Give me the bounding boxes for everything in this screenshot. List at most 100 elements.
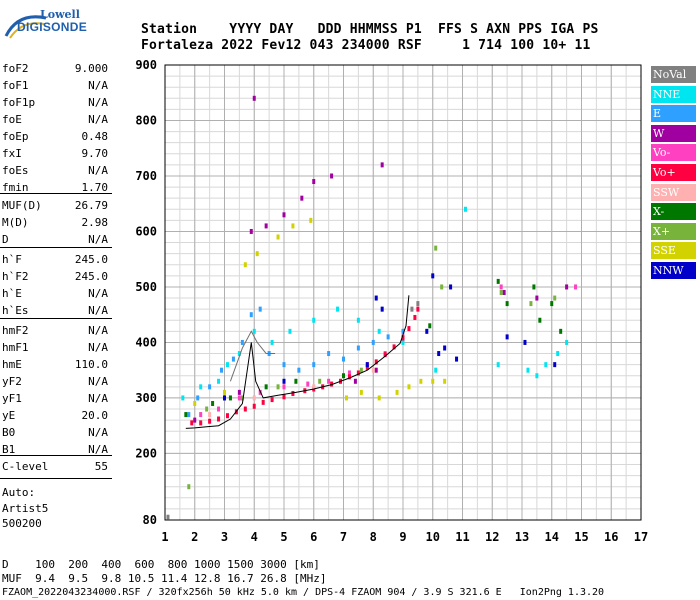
echo-point-sse	[431, 378, 435, 384]
echo-point-x-	[440, 284, 444, 290]
auto-version: 500200	[2, 517, 42, 530]
echo-point-nne	[526, 367, 530, 373]
echo-point-vo-	[401, 335, 405, 341]
echo-point-vo-	[347, 370, 351, 376]
x-tick-label: 4	[251, 530, 258, 544]
param-row-foe: foE N/A	[2, 113, 108, 130]
param-value: 9.70	[81, 147, 109, 160]
echo-point-x-	[276, 384, 280, 390]
footer-distance-line: D 100 200 400 600 800 1000 1500 3000 [km…	[2, 558, 320, 571]
echo-point-vo-	[252, 403, 256, 409]
plot-frame	[164, 64, 642, 521]
echo-point-vo-	[282, 384, 286, 390]
param-key: foEs	[2, 164, 29, 177]
echo-point-nnw	[523, 339, 527, 345]
echo-point-vo-	[261, 399, 265, 405]
echo-point-sse	[193, 400, 197, 406]
echo-point-e	[231, 356, 235, 362]
echo-point-nnw	[282, 378, 286, 384]
echo-point-vo-	[291, 390, 295, 396]
echo-point-vo-	[356, 370, 360, 376]
legend-item-noval: NoVal	[651, 66, 696, 83]
param-row-d: D N/A	[2, 233, 108, 250]
echo-point-x-	[228, 395, 232, 401]
x-tick-label: 7	[340, 530, 347, 544]
param-row-yf1: yF1 N/A	[2, 392, 108, 409]
legend-item-w: W	[651, 124, 696, 142]
echo-point-e	[386, 334, 390, 340]
param-value: 110.0	[74, 358, 108, 371]
echo-point-vo-	[199, 420, 203, 426]
param-value: N/A	[88, 113, 108, 126]
param-value: N/A	[88, 375, 108, 388]
param-value: N/A	[88, 341, 108, 354]
echo-point-sse	[359, 389, 363, 395]
echo-point-e	[371, 339, 375, 345]
legend-item-e: E	[651, 105, 696, 123]
echo-point-nne	[181, 395, 185, 401]
echo-point-sse	[407, 384, 411, 390]
echo-point-e	[249, 312, 253, 318]
param-row-fof1: foF1 N/A	[2, 79, 108, 96]
param-row-fof1p: foF1p N/A	[2, 96, 108, 113]
param-key: h`F	[2, 253, 22, 266]
param-key: foF1	[2, 79, 29, 92]
echo-point-vo-	[237, 395, 241, 401]
legend-item-x-: X-	[651, 203, 696, 221]
y-tick-label: 200	[135, 446, 157, 460]
echo-point-sse	[377, 395, 381, 401]
param-row-h-es: h`Es N/A	[2, 304, 108, 321]
echo-point-vo-	[208, 418, 212, 424]
echo-point-nne	[496, 362, 500, 368]
legend-item-x-: X+	[651, 222, 696, 240]
param-key: B0	[2, 426, 16, 439]
echo-point-sse	[223, 389, 226, 395]
echo-point-sse	[309, 217, 313, 223]
param-key: yF2	[2, 375, 22, 388]
param-row-fmin: fmin 1.70	[2, 181, 108, 198]
logo-swoosh-icon	[4, 15, 47, 39]
param-value: 1.70	[81, 181, 109, 194]
param-row-fxi: fxI 9.70	[2, 147, 108, 164]
param-row-hmf1: hmF1 N/A	[2, 341, 108, 358]
echo-point-x-	[553, 295, 557, 301]
param-key: yF1	[2, 392, 22, 405]
auto-program: Artist5	[2, 502, 49, 515]
x-tick-label: 6	[310, 530, 317, 544]
echo-point-e	[327, 351, 331, 357]
param-key: M(D)	[2, 216, 29, 229]
y-tick-label: 500	[135, 280, 157, 294]
param-value: 2.98	[81, 216, 109, 229]
echo-point-vo-	[392, 344, 396, 350]
echo-point-nne	[356, 317, 360, 323]
param-row-muf-d-: MUF(D) 26.79	[2, 199, 108, 216]
param-value: N/A	[88, 324, 108, 337]
param-value: 26.79	[74, 199, 108, 212]
echo-point-nne	[401, 339, 405, 345]
echo-point-sse	[276, 234, 280, 240]
echo-point-vo-	[190, 420, 194, 426]
echo-point-x-	[211, 400, 215, 406]
param-value: N/A	[88, 426, 108, 439]
y-tick-label: 400	[135, 335, 157, 349]
param-value: N/A	[88, 304, 108, 317]
trace-line-gray	[229, 330, 276, 382]
echo-point-sse	[291, 223, 295, 229]
echo-point-x-	[240, 395, 244, 401]
echo-point-vo-	[306, 381, 310, 387]
echo-point-vo-	[499, 284, 503, 290]
echo-point-e	[282, 362, 286, 368]
echo-point-w	[237, 389, 241, 395]
echo-point-nnw	[365, 362, 369, 368]
echo-point-e	[196, 395, 200, 401]
echo-point-x-	[496, 278, 500, 284]
echo-point-w	[252, 95, 256, 101]
param-value: 9.000	[74, 62, 108, 75]
param-value: N/A	[88, 164, 108, 177]
param-key: yE	[2, 409, 16, 422]
echo-point-w	[502, 290, 506, 295]
echo-point-nnw	[455, 356, 459, 362]
echo-point-e	[240, 339, 244, 345]
echo-point-e	[342, 356, 345, 362]
param-key: foF1p	[2, 96, 36, 109]
